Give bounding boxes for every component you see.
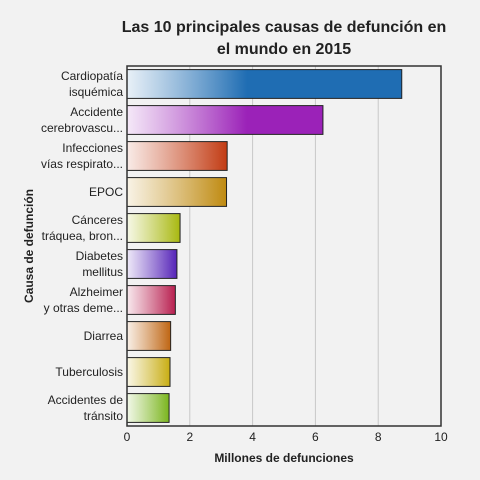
bar bbox=[126, 213, 181, 243]
category-label: Alzheimer bbox=[70, 285, 123, 299]
x-tick-label: 10 bbox=[434, 430, 448, 444]
category-label: Tuberculosis bbox=[55, 365, 123, 379]
chart-title: Las 10 principales causas de defunción e… bbox=[122, 19, 447, 58]
x-tick-label: 2 bbox=[186, 430, 193, 444]
bar bbox=[126, 105, 324, 135]
category-label: Accidentes de bbox=[48, 393, 124, 407]
bar bbox=[126, 177, 228, 207]
x-tick-label: 4 bbox=[249, 430, 256, 444]
category-label: tránsito bbox=[84, 409, 124, 423]
chart-title-line: el mundo en 2015 bbox=[217, 41, 351, 58]
x-tick-label: 6 bbox=[312, 430, 319, 444]
category-label: EPOC bbox=[89, 185, 123, 199]
category-label: tráquea, bron... bbox=[42, 229, 123, 243]
x-tick-labels: 0 2 4 6 8 10 bbox=[124, 430, 448, 444]
category-label: Diabetes bbox=[76, 249, 123, 263]
category-label: cerebrovascu... bbox=[41, 121, 123, 135]
bar bbox=[126, 285, 176, 315]
category-label: vías respirato... bbox=[41, 157, 123, 171]
bar bbox=[126, 141, 228, 171]
category-label: Accidente bbox=[70, 105, 123, 119]
plot-frame bbox=[126, 65, 442, 427]
bar bbox=[126, 357, 171, 387]
bar bbox=[126, 393, 170, 423]
x-tick-label: 8 bbox=[375, 430, 382, 444]
y-axis-title: Causa de defunción bbox=[22, 189, 36, 303]
bar bbox=[126, 249, 178, 279]
category-labels: Cardiopatía isquémica Accidente cerebrovasc… bbox=[41, 69, 123, 423]
category-label: Infecciones bbox=[62, 141, 123, 155]
bar bbox=[126, 321, 172, 351]
category-label: y otras deme... bbox=[44, 301, 123, 315]
chart-title-line: Las 10 principales causas de defunción e… bbox=[122, 19, 447, 36]
x-axis-title: Millones de defunciones bbox=[214, 451, 354, 465]
category-label: Diarrea bbox=[84, 329, 124, 343]
category-label: mellitus bbox=[82, 265, 123, 279]
bars bbox=[126, 69, 403, 423]
x-tick-label: 0 bbox=[124, 430, 131, 444]
category-label: Cardiopatía bbox=[61, 69, 123, 83]
bar bbox=[126, 69, 403, 99]
category-label: Cánceres bbox=[72, 213, 123, 227]
category-label: isquémica bbox=[69, 85, 123, 99]
